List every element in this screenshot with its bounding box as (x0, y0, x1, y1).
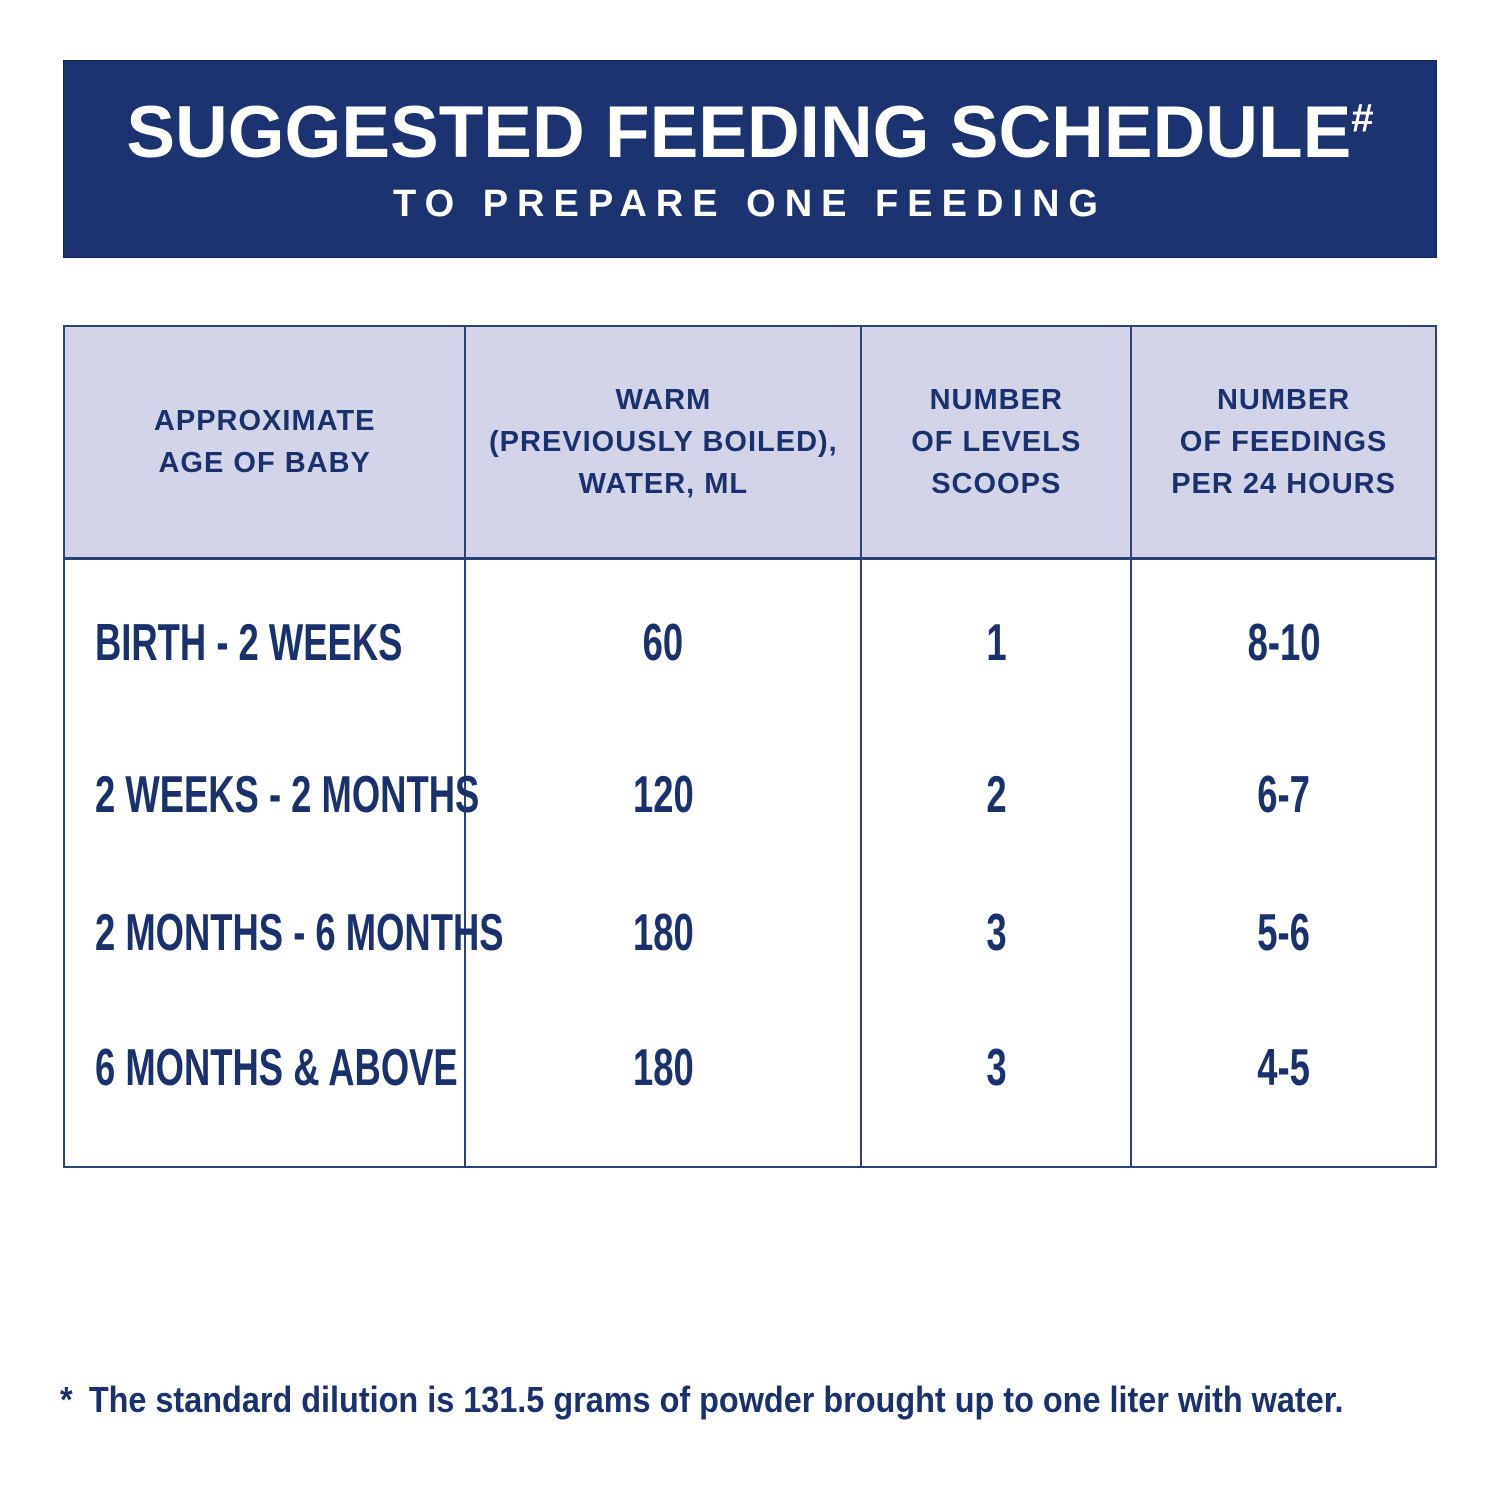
age-value: 2 MONTHS - 6 MONTHS (95, 903, 504, 962)
table-row-1-water: 60 (466, 560, 863, 725)
table-row-3-scoops: 3 (862, 865, 1133, 1000)
age-value: BIRTH - 2 WEEKS (95, 613, 403, 672)
page-title-superscript: # (1351, 95, 1374, 141)
footnote-text: The standard dilution is 131.5 grams of … (88, 1379, 1344, 1420)
table-row-4-feedings: 4-5 (1132, 1000, 1435, 1135)
page-subtitle: TO PREPARE ONE FEEDING (393, 182, 1107, 225)
table-row-3-feedings: 5-6 (1132, 865, 1435, 1000)
feedings-value: 5-6 (1257, 903, 1310, 962)
table-filler-cell (65, 1135, 467, 1166)
footnote: * The standard dilution is 131.5 grams of… (60, 1378, 1480, 1421)
column-header-feedings: NUMBER OF FEEDINGS PER 24 HOURS (1132, 327, 1435, 560)
scoops-value: 1 (986, 613, 1007, 672)
table-filler-cell (862, 1135, 1133, 1166)
table-filler-cell (1132, 1135, 1435, 1166)
feedings-value: 6-7 (1257, 766, 1310, 824)
water-ml-value: 60 (643, 613, 684, 672)
table-row-4-water: 180 (466, 1000, 863, 1135)
table-row-1-scoops: 1 (862, 560, 1133, 725)
feeding-schedule-table: APPROXIMATE AGE OF BABY WARM (PREVIOUSLY… (63, 325, 1437, 1168)
table-row-1-feedings: 8-10 (1132, 560, 1435, 725)
water-ml-value: 180 (632, 1038, 694, 1097)
age-value: 2 WEEKS - 2 MONTHS (95, 766, 480, 824)
table-row-2-feedings: 6-7 (1132, 725, 1435, 865)
table-row-2-water: 120 (466, 725, 863, 865)
table-row-2-scoops: 2 (862, 725, 1133, 865)
table-row-4-age: 6 MONTHS & ABOVE (65, 1000, 467, 1135)
banner: SUGGESTED FEEDING SCHEDULE# TO PREPARE O… (63, 60, 1437, 258)
table-row-3-water: 180 (466, 865, 863, 1000)
column-header-age: APPROXIMATE AGE OF BABY (65, 327, 467, 560)
table-row-3-age: 2 MONTHS - 6 MONTHS (65, 865, 504, 1000)
footnote-asterisk: * (60, 1379, 73, 1420)
page-title: SUGGESTED FEEDING SCHEDULE# (126, 96, 1373, 169)
table-row-2-age: 2 WEEKS - 2 MONTHS (65, 725, 479, 865)
age-value: 6 MONTHS & ABOVE (95, 1038, 458, 1097)
table-row-4-scoops: 3 (862, 1000, 1133, 1135)
scoops-value: 3 (986, 903, 1007, 962)
scoops-value: 3 (986, 1038, 1007, 1097)
table-row-1-age: BIRTH - 2 WEEKS (65, 560, 467, 725)
feedings-value: 4-5 (1257, 1038, 1310, 1097)
column-header-water: WARM (PREVIOUSLY BOILED), WATER, ML (466, 327, 863, 560)
water-ml-value: 120 (632, 766, 694, 824)
page-title-text: SUGGESTED FEEDING SCHEDULE (126, 91, 1352, 173)
scoops-value: 2 (986, 766, 1007, 824)
water-ml-value: 180 (632, 903, 694, 962)
column-header-scoops: NUMBER OF LEVELS SCOOPS (862, 327, 1133, 560)
table-filler-cell (466, 1135, 863, 1166)
feedings-value: 8-10 (1247, 613, 1321, 672)
